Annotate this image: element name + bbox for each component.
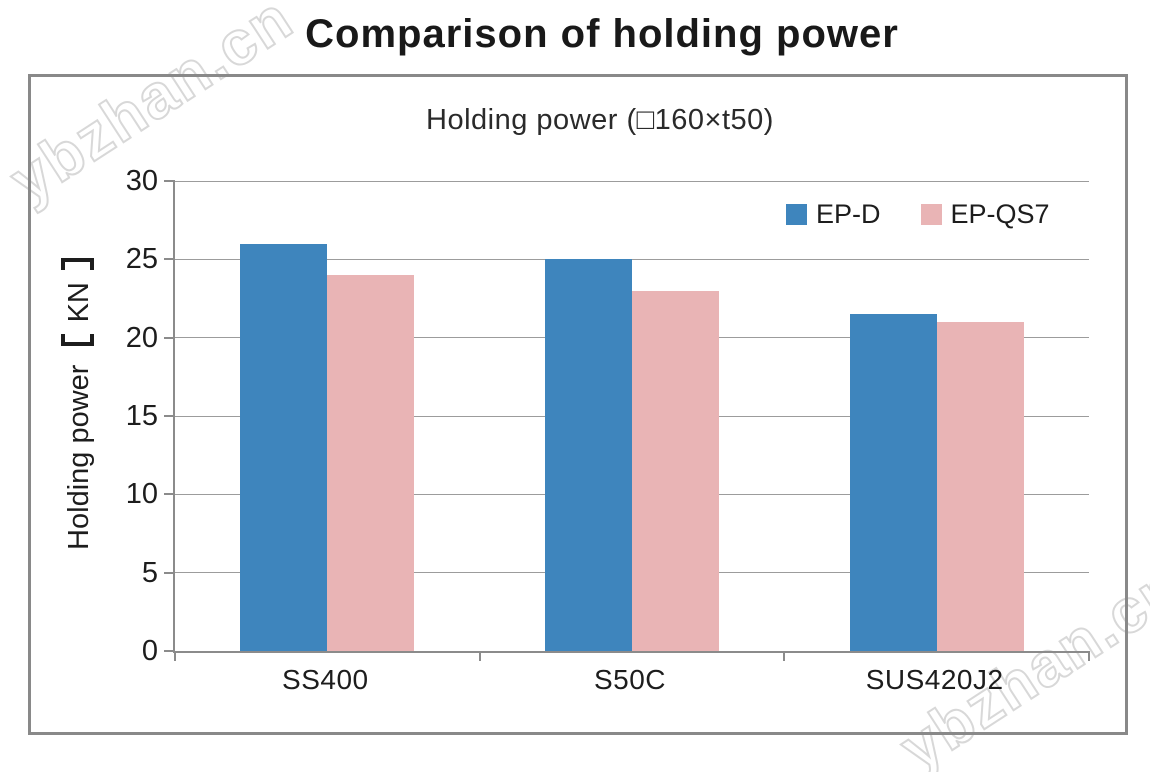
bar-ep-d-sus420j2 [849,314,937,651]
y-tick-label-5: 5 [141,556,158,589]
y-tick-label-25: 25 [125,243,158,276]
legend-swatch-ep-qs7 [920,204,942,225]
x-axis-tick-3 [1088,651,1090,661]
y-axis-tick-5 [164,571,175,574]
bar-ep-qs7-sus420j2 [936,322,1024,651]
gridline-30 [175,180,1089,182]
category-label-sus420j2: SUS420J2 [865,664,1004,695]
legend: EP-D EP-QS7 [786,199,1050,230]
y-axis-tick-labels: 0 5 10 15 20 25 30 [58,0,158,772]
y-tick-label-10: 10 [125,478,158,511]
bar-ep-d-ss400 [240,243,328,651]
x-axis-tick-0 [174,651,176,661]
figure-title: Comparison of holding power [305,12,899,56]
x-axis-tick-2 [783,651,786,661]
bar-ep-qs7-ss400 [327,275,415,651]
category-label-s50c: S50C [593,664,667,695]
y-axis-tick-30 [164,180,175,182]
y-axis-tick-25 [164,258,175,261]
bar-ep-qs7-s50c [632,290,719,651]
x-axis-tick-1 [478,651,481,661]
category-label-ss400: SS400 [282,664,369,695]
y-tick-label-0: 0 [141,635,158,667]
y-tick-label-30: 30 [125,165,158,197]
gridline-25 [175,258,1089,260]
legend-item-ep-qs7: EP-QS7 [920,199,1050,230]
y-axis-tick-0 [164,650,175,652]
legend-swatch-ep-d [786,204,807,225]
y-axis-tick-10 [164,493,175,496]
legend-label-ep-d: EP-D [816,199,881,229]
y-tick-label-20: 20 [125,321,158,354]
plot-area [164,180,1090,661]
y-tick-label-15: 15 [125,400,158,432]
y-axis-tick-15 [164,415,175,417]
bar-ep-d-s50c [545,259,632,651]
chart-frame [28,74,1128,735]
legend-item-ep-d: EP-D [786,199,881,230]
chart-title: Holding power (□160×t50) [426,104,774,136]
legend-label-ep-qs7: EP-QS7 [950,199,1050,229]
y-axis-tick-20 [164,336,175,339]
